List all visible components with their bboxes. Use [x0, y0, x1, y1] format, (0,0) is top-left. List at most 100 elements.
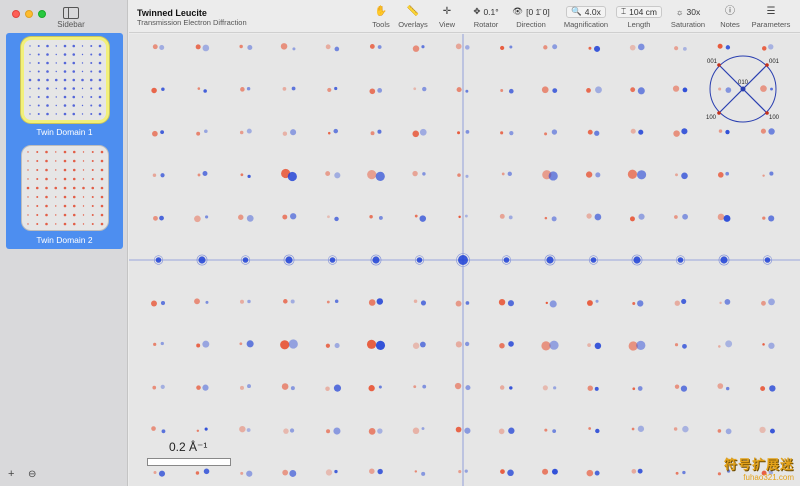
view-button[interactable]: ✛ View [435, 5, 459, 29]
thumbnail-spot [98, 53, 102, 56]
length-icon: ⌶ [621, 6, 627, 16]
orientation-label-bl: 100 [706, 115, 717, 121]
diffraction-spot-domain-1 [247, 44, 253, 50]
diffraction-spot-domain-2 [717, 429, 722, 433]
orientation-pole [765, 111, 769, 115]
thumbnail-spot [63, 78, 67, 82]
diffraction-spot-domain-2 [455, 341, 462, 348]
length-field[interactable]: ⌶ 104 cm [616, 5, 662, 18]
diffraction-spot-domain-1 [290, 299, 295, 304]
notes-button[interactable]: ⓘ Notes [717, 5, 743, 29]
tools-button[interactable]: ✋ Tools [367, 5, 395, 29]
diffraction-spot-domain-2 [761, 300, 766, 306]
diffraction-spot-domain-2 [762, 216, 766, 220]
diffraction-spot-ring [762, 255, 773, 265]
thumbnail-spot [98, 70, 102, 73]
thumbnail-spot [98, 61, 102, 65]
diffraction-spot-ring [327, 255, 338, 265]
diffraction-spot-domain-1 [202, 340, 210, 348]
diffraction-spot-domain-1 [287, 171, 297, 182]
diffraction-spot-domain-2 [587, 343, 591, 347]
sidebar-toggle-icon[interactable] [63, 7, 79, 19]
thumbnail-spot [45, 186, 48, 190]
parameters-button[interactable]: ☰ Parameters [749, 5, 793, 29]
diffraction-spot-domain-1 [159, 45, 165, 50]
thumbnail-spot [46, 87, 49, 90]
diffraction-spot-domain-1 [682, 470, 686, 475]
diffraction-spot-domain-1 [160, 130, 165, 135]
thumbnail-spot [29, 113, 31, 115]
diffraction-spot-domain-2 [674, 384, 680, 389]
saturation-control[interactable]: ☼ 30x Saturation [669, 5, 707, 30]
thumbnail-spot [82, 160, 85, 162]
diffraction-spot-domain-2 [195, 471, 200, 475]
diffraction-spot-axis [764, 257, 771, 263]
diffraction-spot-domain-2 [759, 426, 766, 434]
thumbnail-spot [81, 96, 84, 98]
thumbnail-spot [63, 213, 67, 217]
domain-2-pattern-preview [26, 150, 104, 226]
diffraction-spot-domain-2 [325, 386, 330, 391]
diffraction-spot-domain-1 [465, 129, 470, 134]
magnification-control[interactable]: 🔍 4.0x Magnification [561, 5, 611, 29]
twin-domain-1-label: Twin Domain 1 [36, 127, 93, 137]
thumbnail-spot [98, 78, 102, 82]
zoom-window-button[interactable] [38, 10, 46, 18]
diffraction-spot-domain-1 [682, 213, 688, 220]
thumbnail-spot [37, 70, 40, 73]
diffraction-spot-domain-1 [419, 128, 427, 136]
thumbnail-spot [46, 70, 49, 73]
diffraction-spot-domain-2 [197, 87, 201, 90]
diffraction-spot-domain-1 [334, 86, 338, 91]
twin-domain-2-thumbnail[interactable] [21, 145, 109, 231]
diffraction-spot-domain-2 [370, 131, 375, 136]
diffraction-spot-domain-1 [158, 470, 166, 477]
diffraction-spot-axis [720, 256, 728, 264]
close-window-button[interactable] [12, 10, 20, 18]
thumbnail-spot [46, 44, 49, 48]
orientation-widget[interactable]: 001 001 100 100 010 [129, 34, 800, 486]
thumbnail-spot [81, 45, 84, 47]
diffraction-spot-domain-2 [717, 383, 724, 389]
add-domain-button[interactable]: + [8, 468, 15, 480]
diffraction-spot-domain-2 [672, 85, 680, 92]
diffraction-spot-domain-2 [368, 385, 375, 392]
thumbnail-spot [55, 223, 57, 225]
diffraction-spot-domain-2 [673, 130, 680, 137]
minimize-window-button[interactable] [25, 10, 33, 18]
thumbnail-spot [54, 186, 58, 190]
diffraction-spot-domain-2 [587, 385, 593, 391]
thumbnail-spot [90, 113, 93, 115]
diffraction-spot-domain-1 [594, 470, 600, 476]
diffraction-spot-domain-2 [196, 131, 201, 136]
diffraction-canvas[interactable]: 001 001 100 100 010 0.2 Å⁻¹ 符号扩展迷 fuhao3… [129, 34, 800, 486]
diffraction-spot-domain-2 [412, 170, 418, 177]
length-control[interactable]: ⌶ 104 cm Length [615, 5, 663, 29]
diffraction-spot-domain-1 [375, 171, 385, 181]
thumbnail-spot [91, 223, 94, 225]
diffraction-spot-domain-2 [675, 471, 679, 475]
direction-control[interactable]: 👁 [0 1̄ 0] Direction [509, 5, 553, 29]
thumbnail-spot [91, 169, 94, 171]
diffraction-spot-axis [503, 257, 510, 263]
diffraction-spot-domain-1 [334, 46, 340, 52]
twin-domain-1-thumbnail[interactable] [21, 37, 109, 123]
diffraction-spot-domain-2 [588, 427, 592, 430]
thumbnail-spot [82, 178, 85, 180]
diffraction-spot-domain-2 [586, 469, 594, 477]
thumbnail-spot [37, 78, 41, 82]
thumbnail-spot [27, 151, 29, 153]
thumbnail-spot [26, 186, 30, 190]
diffraction-spot-domain-1 [595, 428, 600, 434]
overlays-button[interactable]: 📏 Overlays [397, 5, 429, 29]
diffraction-spot-domain-2 [153, 471, 157, 475]
thumbnail-spot [63, 159, 67, 163]
magnification-field[interactable]: 🔍 4.0x [566, 5, 606, 18]
rotator-control[interactable]: ✥ 0.1° Rotator [467, 5, 505, 29]
thumbnail-spot [90, 62, 93, 64]
remove-domain-button[interactable]: ⊖ [28, 469, 37, 480]
thumbnail-spot [98, 44, 102, 48]
diffraction-spot-domain-1 [422, 86, 427, 92]
thumbnail-spot [81, 87, 84, 90]
diffraction-spot-axis [590, 257, 597, 263]
